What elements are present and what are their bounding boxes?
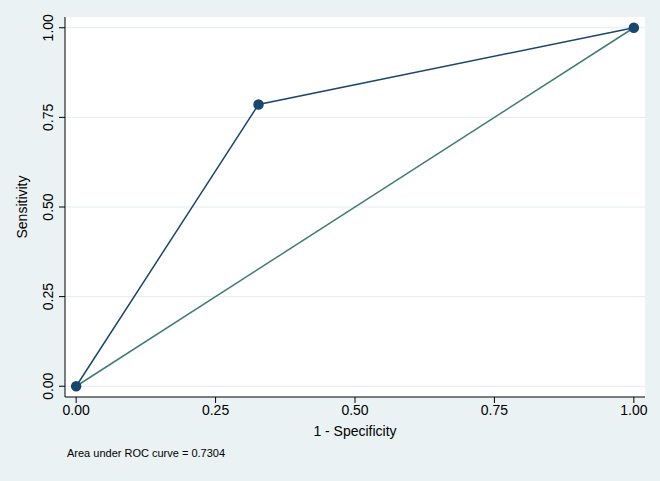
- svg-text:0.75: 0.75: [40, 104, 56, 131]
- svg-text:0.50: 0.50: [341, 402, 368, 418]
- svg-text:0.75: 0.75: [481, 402, 508, 418]
- svg-text:0.50: 0.50: [40, 193, 56, 220]
- svg-text:0.25: 0.25: [202, 402, 229, 418]
- svg-text:0.00: 0.00: [40, 372, 56, 399]
- svg-text:0.00: 0.00: [63, 402, 90, 418]
- html-text:Area under ROC curve = 0.7304: Area under ROC curve = 0.7304: [67, 447, 226, 459]
- svg-text:1 - Specificity: 1 - Specificity: [313, 423, 396, 439]
- svg-text:0.25: 0.25: [40, 283, 56, 310]
- svg-text:1.00: 1.00: [620, 402, 647, 418]
- svg-text:Sensitivity: Sensitivity: [14, 175, 30, 238]
- svg-text:1.00: 1.00: [40, 14, 56, 41]
